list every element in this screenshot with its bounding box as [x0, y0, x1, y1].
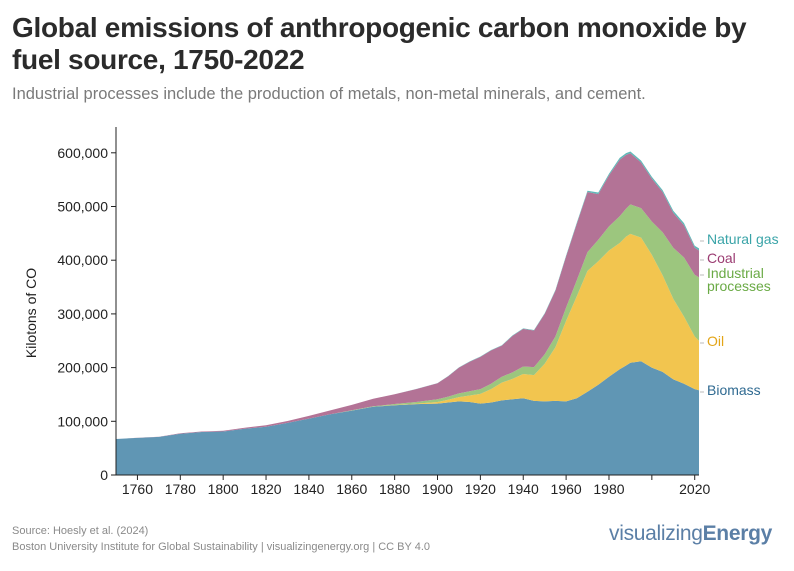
area-oil — [116, 233, 699, 439]
x-tick-label: 1780 — [165, 481, 196, 497]
series-label-coal: Coal — [707, 250, 736, 266]
x-tick-label: 1920 — [465, 481, 496, 497]
y-tick-label: 200,000 — [57, 360, 108, 376]
series-label-biomass: Biomass — [707, 382, 761, 398]
brand-light: visualizing — [609, 522, 703, 545]
x-tick-label: 1900 — [422, 481, 453, 497]
x-tick-label: 2020 — [679, 481, 710, 497]
x-tick-label: 1880 — [379, 481, 410, 497]
credit-line: Boston University Institute for Global S… — [12, 541, 431, 553]
series-label-line: Industrial — [707, 265, 764, 281]
x-axis-ticks: 1760 1780 1800 1820 1840 1860 1880 1900 1920 1940… — [122, 475, 710, 497]
y-tick-label: 100,000 — [57, 413, 108, 429]
brand-logo: visualizingEnergy — [609, 522, 772, 546]
x-tick-label: 1840 — [293, 481, 324, 497]
series-label-industrial-processes: Industrial processes — [707, 265, 771, 294]
source-note: Source: Hoesly et al. (2024) Boston Univ… — [12, 523, 430, 555]
x-tick-label: 1820 — [250, 481, 281, 497]
x-tick-label: 1800 — [208, 481, 239, 497]
y-tick-label: 300,000 — [57, 306, 108, 322]
chart-subtitle: Industrial processes include the product… — [12, 85, 646, 103]
area-biomass — [116, 361, 699, 475]
area-coal — [116, 153, 699, 440]
brand-bold: Energy — [702, 522, 773, 545]
area-industrial-processes — [116, 204, 699, 439]
chart-title: Global emissions of anthropogenic carbon… — [12, 12, 747, 75]
source-line: Source: Hoesly et al. (2024) — [12, 525, 149, 537]
x-tick-label: 1940 — [508, 481, 539, 497]
y-tick-label: 600,000 — [57, 145, 108, 161]
x-tick-label: 1960 — [551, 481, 582, 497]
series-label-line: processes — [707, 278, 771, 294]
y-tick-label: 0 — [100, 467, 108, 483]
area-layers — [116, 151, 699, 475]
y-tick-label: 400,000 — [57, 252, 108, 268]
x-tick-label: 1760 — [122, 481, 153, 497]
axes: 0 100,000 200,000 300,000 400,000 500,000 600,… — [57, 127, 710, 497]
y-axis-title: Kilotons of CO — [23, 268, 39, 358]
x-tick-label: 1980 — [593, 481, 624, 497]
series-label-oil: Oil — [707, 333, 724, 349]
x-tick-label: 1860 — [336, 481, 367, 497]
series-label-natural-gas: Natural gas — [707, 231, 779, 247]
y-tick-label: 500,000 — [57, 199, 108, 215]
y-axis-ticks: 0 100,000 200,000 300,000 400,000 500,000 600,… — [57, 145, 116, 483]
